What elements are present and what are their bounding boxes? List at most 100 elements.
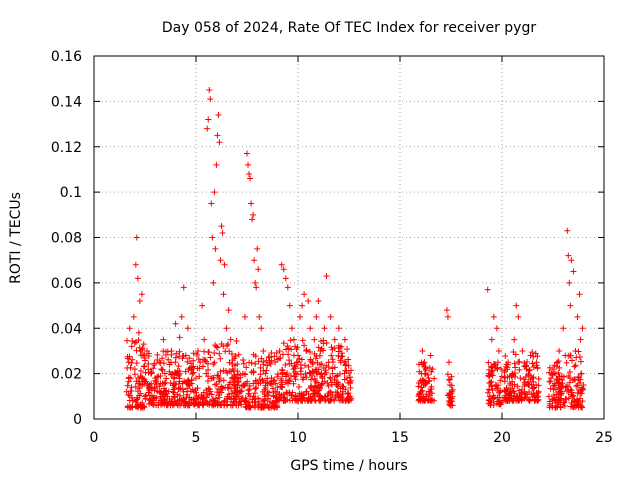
roti-point bbox=[306, 348, 313, 355]
roti-point bbox=[287, 372, 294, 379]
roti-point bbox=[246, 170, 253, 177]
roti-point bbox=[511, 336, 518, 343]
roti-point bbox=[546, 364, 553, 371]
roti-point bbox=[224, 393, 231, 400]
roti-point bbox=[315, 298, 322, 305]
roti-point bbox=[215, 111, 222, 118]
roti-point bbox=[267, 380, 274, 387]
roti-point bbox=[523, 366, 530, 373]
roti-point bbox=[175, 363, 182, 370]
roti-point bbox=[556, 347, 563, 354]
roti-point bbox=[555, 369, 562, 376]
roti-point bbox=[327, 375, 334, 382]
roti-point bbox=[183, 394, 190, 401]
roti-point bbox=[255, 266, 262, 273]
roti-point bbox=[137, 401, 144, 408]
roti-point bbox=[446, 381, 453, 388]
roti-point bbox=[338, 350, 345, 357]
roti-point bbox=[226, 359, 233, 366]
y-tick-label: 0.1 bbox=[60, 185, 82, 201]
roti-point bbox=[180, 284, 187, 291]
roti-point bbox=[241, 313, 248, 320]
roti-point bbox=[321, 378, 328, 385]
roti-point bbox=[194, 385, 201, 392]
roti-point bbox=[251, 257, 258, 264]
roti-point bbox=[329, 370, 336, 377]
roti-point bbox=[344, 346, 351, 353]
roti-point bbox=[574, 390, 581, 397]
roti-point bbox=[142, 393, 148, 400]
roti-point bbox=[127, 375, 134, 382]
roti-point bbox=[203, 370, 210, 377]
roti-point bbox=[311, 336, 318, 343]
roti-point bbox=[140, 341, 147, 348]
roti-point bbox=[421, 359, 428, 366]
roti-point bbox=[322, 394, 329, 401]
roti-point bbox=[525, 381, 532, 388]
roti-point bbox=[530, 353, 537, 360]
roti-point bbox=[295, 352, 301, 359]
roti-point bbox=[313, 352, 320, 359]
roti-point bbox=[232, 353, 239, 360]
roti-point bbox=[130, 313, 137, 320]
roti-point bbox=[327, 388, 334, 395]
roti-point bbox=[134, 275, 141, 282]
roti-point bbox=[216, 376, 223, 383]
roti-point bbox=[160, 336, 167, 343]
roti-point bbox=[484, 389, 491, 396]
roti-point bbox=[325, 397, 332, 404]
roti-point bbox=[283, 389, 290, 396]
roti-point bbox=[425, 397, 432, 404]
roti-point bbox=[535, 388, 542, 395]
roti-point bbox=[420, 381, 427, 388]
roti-point bbox=[504, 364, 511, 371]
roti-point bbox=[148, 392, 155, 399]
roti-point bbox=[210, 374, 217, 381]
roti-point bbox=[229, 361, 236, 368]
roti-point bbox=[252, 385, 259, 392]
roti-point bbox=[566, 374, 573, 381]
roti-point bbox=[157, 359, 164, 366]
roti-point bbox=[444, 313, 451, 320]
roti-point bbox=[488, 369, 495, 376]
roti-point bbox=[294, 344, 301, 351]
roti-point bbox=[156, 388, 163, 395]
roti-point bbox=[565, 388, 572, 395]
roti-point bbox=[172, 359, 179, 366]
roti-point bbox=[211, 359, 218, 366]
roti-point bbox=[486, 393, 493, 400]
roti-point bbox=[299, 337, 306, 344]
roti-point bbox=[515, 359, 522, 366]
roti-point bbox=[124, 382, 131, 389]
roti-point bbox=[173, 350, 180, 357]
roti-point bbox=[195, 347, 202, 354]
roti-point bbox=[274, 384, 281, 391]
roti-point bbox=[545, 393, 552, 400]
roti-point bbox=[211, 189, 218, 196]
roti-point bbox=[319, 375, 326, 382]
roti-point bbox=[572, 347, 579, 354]
y-tick-label: 0.08 bbox=[51, 231, 82, 247]
roti-point bbox=[547, 375, 554, 382]
roti-point bbox=[286, 360, 293, 367]
roti-point bbox=[282, 379, 289, 386]
roti-point bbox=[216, 350, 223, 357]
roti-point bbox=[140, 363, 147, 370]
roti-point bbox=[268, 349, 275, 356]
roti-point bbox=[200, 396, 207, 403]
roti-point bbox=[212, 381, 219, 388]
roti-point bbox=[152, 375, 159, 382]
roti-point bbox=[328, 352, 335, 359]
roti-point bbox=[256, 313, 263, 320]
roti-point bbox=[342, 362, 349, 369]
roti-point bbox=[212, 342, 219, 349]
tick-layer: 0 5 10 15 20 25 0 0.02 0.04 0.06 0.08 0.1 0.12 0.14 0.… bbox=[51, 49, 613, 446]
roti-point bbox=[341, 370, 348, 377]
roti-point bbox=[244, 378, 251, 385]
roti-point bbox=[284, 390, 291, 397]
roti-point bbox=[137, 381, 144, 388]
roti-point bbox=[292, 393, 299, 400]
roti-point bbox=[203, 394, 210, 401]
roti-point bbox=[174, 370, 181, 377]
roti-point bbox=[274, 373, 281, 380]
